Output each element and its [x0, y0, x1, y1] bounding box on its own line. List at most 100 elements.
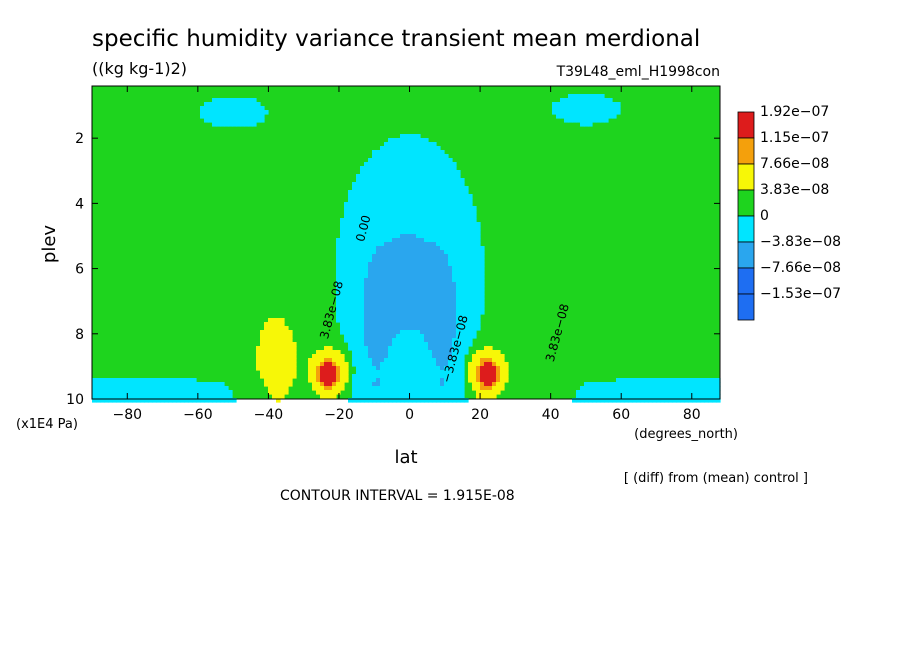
contour-cell [204, 118, 209, 123]
contour-cell [388, 386, 393, 391]
contour-cell [180, 386, 185, 391]
contour-cell [412, 182, 417, 187]
contour-cell [328, 382, 333, 387]
contour-cell [424, 142, 429, 147]
contour-cell [376, 222, 381, 227]
contour-cell [468, 242, 473, 247]
contour-cell [468, 278, 473, 283]
contour-cell [288, 374, 293, 379]
contour-cell [400, 374, 405, 379]
contour-cell [356, 206, 361, 211]
contour-cell [396, 390, 401, 395]
contour-cell [392, 314, 397, 319]
contour-cell [116, 386, 121, 391]
contour-cell [444, 278, 449, 283]
contour-cell [136, 398, 141, 403]
contour-cell [472, 322, 477, 327]
plot-frame [91, 85, 721, 400]
contour-cell [428, 350, 433, 355]
contour-cell [560, 102, 565, 107]
contour-cell [264, 354, 269, 359]
contour-cell [392, 162, 397, 167]
contour-cell [464, 222, 469, 227]
contour-cell [272, 338, 277, 343]
contour-cell [460, 386, 465, 391]
contour-cell [236, 110, 241, 115]
contour-cell [388, 278, 393, 283]
contour-cell [232, 122, 237, 127]
contour-cell [216, 394, 221, 399]
contour-cell [344, 330, 349, 335]
contour-cell [392, 362, 397, 367]
contour-cell [580, 98, 585, 103]
contour-cell [480, 306, 485, 311]
contour-cell [344, 206, 349, 211]
contour-cell [400, 162, 405, 167]
contour-cell [392, 242, 397, 247]
contour-cell [692, 390, 697, 395]
contour-cell [352, 234, 357, 239]
contour-cell [220, 398, 225, 403]
contour-cell [396, 298, 401, 303]
contour-cell [256, 366, 261, 371]
contour-cell [648, 394, 653, 399]
contour-cell [276, 346, 281, 351]
contour-cell [484, 366, 489, 371]
contour-cell [348, 198, 353, 203]
contour-cell [480, 378, 485, 383]
contour-cell [244, 98, 249, 103]
contour-cell [444, 162, 449, 167]
contour-cell [376, 330, 381, 335]
contour-cell [492, 358, 497, 363]
contour-cell [456, 302, 461, 307]
contour-cell [396, 374, 401, 379]
contour-cell [420, 234, 425, 239]
contour-cell [460, 326, 465, 331]
contour-cell [476, 242, 481, 247]
contour-cell [444, 242, 449, 247]
contour-cell [360, 278, 365, 283]
contour-cell [388, 238, 393, 243]
contour-cell [356, 386, 361, 391]
contour-cell [360, 318, 365, 323]
contour-cell [424, 278, 429, 283]
contour-cell [348, 206, 353, 211]
contour-cell [428, 262, 433, 267]
contour-cell [424, 266, 429, 271]
contour-cell [396, 246, 401, 251]
contour-cell [180, 390, 185, 395]
contour-cell [260, 370, 265, 375]
contour-cell [400, 186, 405, 191]
contour-cell [432, 162, 437, 167]
contour-cell [452, 214, 457, 219]
contour-cell [480, 310, 485, 315]
contour-cell [412, 370, 417, 375]
contour-cell [380, 366, 385, 371]
contour-cell [452, 238, 457, 243]
contour-cell [400, 226, 405, 231]
contour-cell [352, 202, 357, 207]
contour-cell [396, 210, 401, 215]
contour-cell [256, 354, 261, 359]
contour-cell [284, 370, 289, 375]
contour-cell [580, 106, 585, 111]
contour-cell [348, 226, 353, 231]
contour-cell [416, 266, 421, 271]
contour-cell [424, 318, 429, 323]
contour-cell [420, 274, 425, 279]
contour-cell [452, 258, 457, 263]
contour-cell [628, 378, 633, 383]
contour-cell [188, 382, 193, 387]
contour-cell [656, 382, 661, 387]
contour-cell [280, 318, 285, 323]
contour-cell [400, 250, 405, 255]
contour-cell [380, 246, 385, 251]
contour-cell [436, 186, 441, 191]
contour-cell [472, 246, 477, 251]
contour-cell [352, 394, 357, 399]
contour-cell [444, 346, 449, 351]
contour-cell [396, 278, 401, 283]
contour-cell [136, 386, 141, 391]
contour-cell [344, 310, 349, 315]
contour-cell [404, 398, 409, 403]
